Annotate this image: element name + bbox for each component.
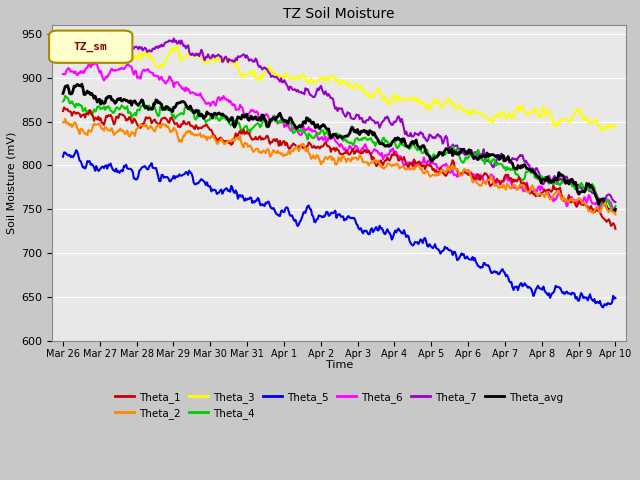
FancyBboxPatch shape bbox=[49, 31, 132, 63]
Line: Theta_3: Theta_3 bbox=[63, 44, 616, 130]
Theta_3 bbox=[100, 41, 108, 47]
Theta_7 bbox=[323, 91, 330, 96]
Theta_7 bbox=[612, 199, 620, 205]
Theta_4 bbox=[323, 130, 330, 135]
Theta_5 bbox=[600, 304, 607, 310]
Theta_avg bbox=[612, 206, 620, 212]
Theta_7 bbox=[326, 94, 333, 99]
Theta_6 bbox=[323, 139, 330, 145]
Theta_6 bbox=[92, 60, 100, 65]
Theta_2 bbox=[61, 116, 69, 121]
Theta_3 bbox=[59, 51, 67, 57]
Title: TZ Soil Moisture: TZ Soil Moisture bbox=[284, 7, 395, 21]
Text: TZ_sm: TZ_sm bbox=[74, 42, 108, 52]
Theta_7 bbox=[600, 198, 607, 204]
Theta_2 bbox=[389, 162, 397, 168]
Theta_2 bbox=[612, 212, 620, 217]
Theta_avg bbox=[513, 167, 521, 172]
Theta_5 bbox=[600, 301, 608, 307]
Theta_7 bbox=[59, 42, 67, 48]
Theta_3 bbox=[323, 74, 330, 80]
Theta_3 bbox=[597, 127, 605, 133]
Theta_1 bbox=[326, 144, 333, 150]
Theta_5 bbox=[72, 147, 80, 153]
Theta_4 bbox=[600, 202, 607, 207]
Theta_avg bbox=[59, 91, 67, 96]
Theta_2 bbox=[59, 120, 67, 125]
Theta_5 bbox=[326, 212, 333, 218]
Theta_6 bbox=[513, 186, 521, 192]
Line: Theta_2: Theta_2 bbox=[63, 119, 616, 215]
Theta_5 bbox=[359, 230, 367, 236]
Theta_2 bbox=[323, 156, 330, 161]
X-axis label: Time: Time bbox=[326, 360, 353, 370]
Theta_5 bbox=[389, 235, 397, 240]
Theta_4 bbox=[513, 172, 521, 178]
Theta_1 bbox=[389, 153, 397, 158]
Theta_avg bbox=[359, 128, 367, 134]
Theta_6 bbox=[59, 71, 67, 77]
Theta_3 bbox=[326, 75, 333, 81]
Theta_1 bbox=[60, 105, 68, 110]
Theta_7 bbox=[359, 120, 367, 125]
Theta_4 bbox=[59, 98, 67, 104]
Theta_2 bbox=[326, 154, 333, 160]
Theta_1 bbox=[323, 142, 330, 147]
Theta_1 bbox=[612, 226, 620, 231]
Line: Theta_6: Theta_6 bbox=[63, 62, 616, 211]
Theta_5 bbox=[513, 284, 521, 289]
Theta_4 bbox=[608, 207, 616, 213]
Theta_2 bbox=[359, 159, 367, 165]
Theta_6 bbox=[359, 146, 367, 152]
Theta_5 bbox=[59, 154, 67, 159]
Theta_6 bbox=[326, 136, 333, 142]
Theta_1 bbox=[600, 215, 607, 221]
Theta_7 bbox=[389, 122, 397, 128]
Theta_6 bbox=[389, 145, 397, 151]
Line: Theta_1: Theta_1 bbox=[63, 108, 616, 228]
Theta_5 bbox=[323, 209, 330, 215]
Theta_avg bbox=[78, 81, 86, 87]
Theta_1 bbox=[59, 108, 67, 114]
Theta_3 bbox=[513, 105, 521, 111]
Theta_avg bbox=[323, 126, 330, 132]
Theta_7 bbox=[170, 36, 177, 41]
Theta_6 bbox=[612, 208, 620, 214]
Y-axis label: Soil Moisture (mV): Soil Moisture (mV) bbox=[7, 132, 17, 234]
Theta_4 bbox=[359, 135, 367, 141]
Line: Theta_5: Theta_5 bbox=[63, 150, 616, 307]
Theta_3 bbox=[359, 88, 367, 94]
Theta_avg bbox=[600, 196, 607, 202]
Theta_3 bbox=[389, 94, 397, 99]
Theta_7 bbox=[513, 157, 521, 163]
Theta_3 bbox=[612, 124, 620, 130]
Theta_1 bbox=[513, 179, 521, 184]
Theta_avg bbox=[326, 132, 333, 138]
Theta_5 bbox=[612, 295, 620, 301]
Theta_4 bbox=[389, 139, 397, 145]
Theta_4 bbox=[612, 204, 620, 209]
Theta_avg bbox=[611, 209, 618, 215]
Line: Theta_7: Theta_7 bbox=[63, 38, 616, 202]
Legend: Theta_1, Theta_2, Theta_3, Theta_4, Theta_5, Theta_6, Theta_7, Theta_avg: Theta_1, Theta_2, Theta_3, Theta_4, Thet… bbox=[111, 387, 567, 423]
Theta_avg bbox=[389, 138, 397, 144]
Theta_4 bbox=[61, 93, 69, 99]
Theta_1 bbox=[359, 150, 367, 156]
Theta_3 bbox=[600, 125, 608, 131]
Theta_2 bbox=[513, 187, 521, 193]
Theta_4 bbox=[326, 132, 333, 138]
Theta_6 bbox=[600, 198, 607, 204]
Line: Theta_4: Theta_4 bbox=[63, 96, 616, 210]
Theta_2 bbox=[600, 202, 607, 208]
Line: Theta_avg: Theta_avg bbox=[63, 84, 616, 212]
